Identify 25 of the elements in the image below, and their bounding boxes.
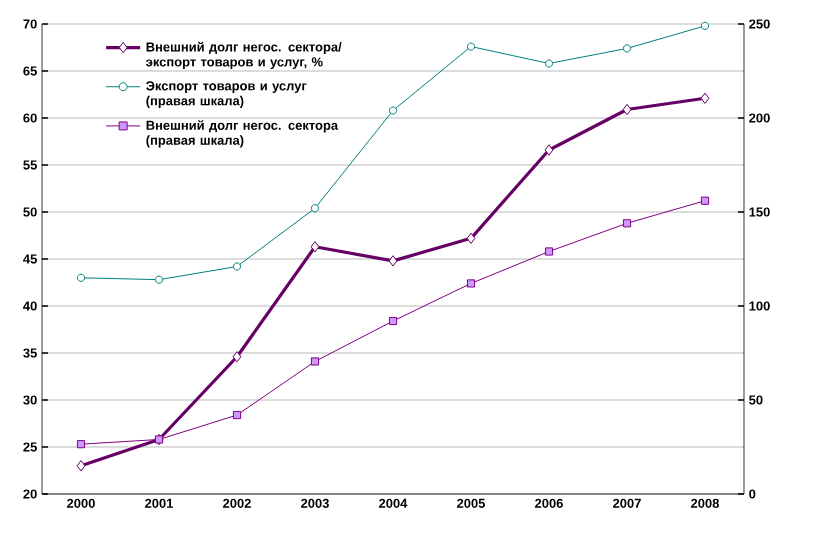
point xyxy=(544,59,554,68)
point xyxy=(310,204,320,213)
point xyxy=(466,42,476,51)
point xyxy=(466,232,476,244)
point xyxy=(544,247,554,256)
point xyxy=(700,21,710,30)
point xyxy=(310,241,320,253)
point xyxy=(76,440,86,449)
point xyxy=(700,92,710,104)
point xyxy=(388,316,398,326)
point xyxy=(388,255,398,267)
point xyxy=(622,44,632,53)
point xyxy=(154,275,164,284)
point xyxy=(232,351,242,363)
point xyxy=(544,144,554,156)
point xyxy=(232,262,242,271)
point xyxy=(76,273,86,282)
point xyxy=(310,357,320,366)
point xyxy=(388,106,398,115)
point xyxy=(466,279,476,288)
point xyxy=(700,196,710,205)
point xyxy=(622,103,632,116)
point xyxy=(232,410,242,420)
point xyxy=(76,460,86,472)
point xyxy=(622,219,632,228)
